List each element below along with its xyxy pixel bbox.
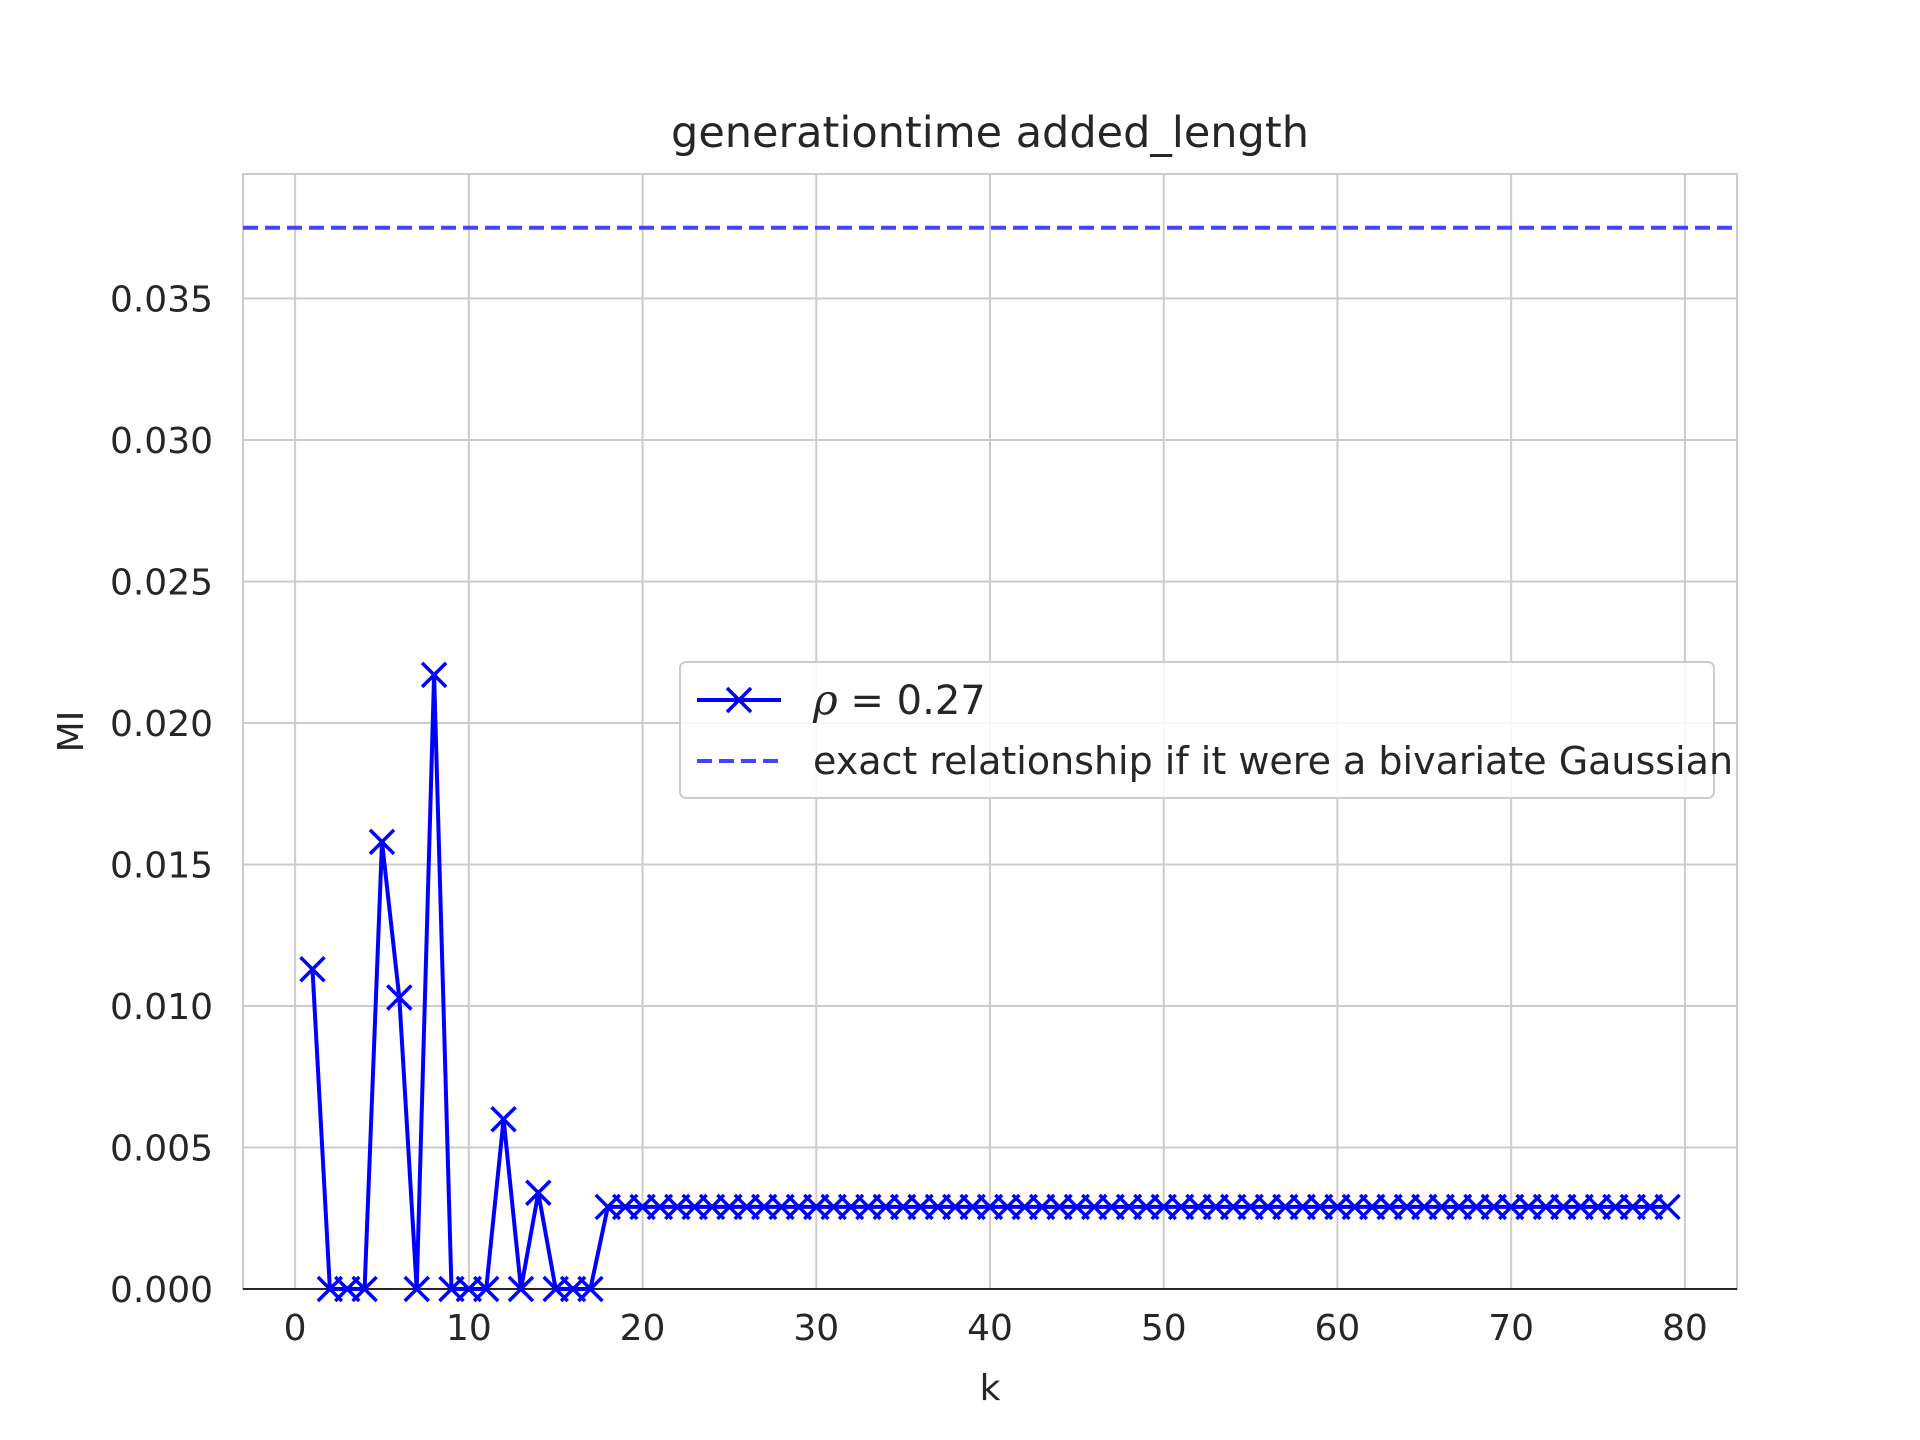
y-tick-label: 0.015 [110,846,213,887]
legend-label-reference: exact relationship if it were a bivariat… [813,739,1733,783]
y-tick-label: 0.000 [110,1270,213,1311]
x-tick-label: 80 [1662,1308,1708,1349]
y-axis-title: MI [51,711,92,753]
series-group [299,661,1681,1303]
x-tick-label: 40 [967,1308,1013,1349]
data-point-marker [1654,1193,1681,1221]
legend-marker-x-shape [725,686,753,714]
legend-item-reference: exact relationship if it were a bivariat… [697,739,1733,783]
y-tick-label: 0.020 [110,704,213,745]
x-tick-label: 60 [1315,1308,1361,1349]
legend: ρ = 0.27 exact relationship if it were a… [679,661,1733,799]
data-point-marker [403,1275,430,1303]
data-point-marker [386,984,413,1011]
legend-box [679,661,1715,799]
x-tick-label: 20 [620,1308,666,1349]
data-point-marker [368,828,396,856]
legend-label-series: ρ = 0.27 [812,675,986,724]
x-tick-label: 70 [1488,1308,1534,1349]
x-tick-label: 10 [446,1308,492,1349]
data-point-marker [577,1275,604,1303]
legend-label-symbol: ρ [812,675,838,724]
data-point-marker [490,1105,517,1133]
x-axis-title: k [980,1368,1001,1409]
x-tick-label: 30 [793,1308,839,1349]
y-tick-label: 0.030 [110,421,213,462]
x-tick-label: 0 [284,1308,307,1349]
y-tick-label: 0.010 [110,987,213,1028]
data-point-marker [299,955,326,983]
x-tick-label: 50 [1141,1308,1187,1349]
data-point-marker [525,1179,552,1207]
y-tick-label: 0.025 [110,563,213,604]
legend-marker-x [725,686,753,714]
tick-labels: 0 10 20 30 40 50 60 70 80 0.000 0.005 0.010 0.015 0.0… [110,280,1708,1349]
legend-label-value: = 0.27 [838,678,986,724]
y-tick-label: 0.005 [110,1129,213,1170]
y-tick-label: 0.035 [110,280,213,321]
chart-title: generationtime added_length [671,108,1309,158]
data-point-marker [507,1275,535,1303]
data-point-marker [420,661,448,689]
data-point-marker [472,1275,500,1303]
legend-item-series: ρ = 0.27 [697,675,986,724]
data-point-marker [351,1275,378,1303]
